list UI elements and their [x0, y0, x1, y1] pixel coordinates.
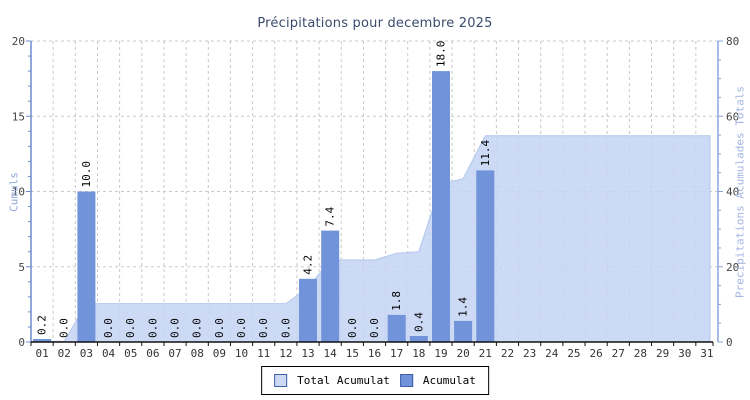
bar-value-label: 0.4: [412, 312, 425, 332]
bar-day-21: [476, 170, 495, 342]
bar-value-label: 0.0: [257, 318, 270, 338]
legend-label-total-acumulat: Total Acumulat: [297, 374, 390, 387]
bar-day-19: [432, 71, 450, 342]
area-total-acumulat: [33, 135, 710, 342]
bar-value-label: 0.0: [58, 318, 71, 338]
right-axis-tick-label: 20: [726, 261, 739, 274]
x-axis-day-label: 11: [257, 347, 270, 360]
x-axis-day-label: 31: [700, 347, 713, 360]
x-axis-day-label: 23: [523, 347, 536, 360]
left-axis-title: Cumuls: [7, 172, 21, 212]
legend: Total Acumulat Acumulat: [261, 366, 489, 395]
bar-value-label: 0.0: [368, 318, 381, 338]
bar-value-label: 0.2: [36, 315, 49, 335]
x-axis-day-label: 17: [390, 347, 403, 360]
x-axis-day-label: 19: [434, 347, 447, 360]
left-axis-tick-label: 15: [12, 110, 25, 123]
bar-value-label: 0.0: [279, 318, 292, 338]
x-axis-day-label: 07: [168, 347, 181, 360]
bar-value-label: 0.0: [213, 318, 226, 338]
x-axis-day-label: 29: [656, 347, 669, 360]
x-axis-day-label: 01: [35, 347, 48, 360]
legend-swatch-acumulat: [399, 374, 413, 387]
bar-day-17: [387, 314, 406, 342]
left-axis-tick-label: 0: [18, 336, 25, 349]
bar-value-label: 0.0: [124, 318, 137, 338]
bar-value-label: 0.0: [191, 318, 204, 338]
right-axis-tick-label: 40: [726, 186, 739, 199]
area-edge: [32, 135, 711, 342]
x-axis-day-label: 26: [589, 347, 602, 360]
bar-value-label: 7.4: [324, 206, 337, 226]
bar-value-label: 10.0: [80, 161, 93, 188]
x-axis-day-label: 03: [80, 347, 93, 360]
right-axis-tick-label: 80: [726, 35, 739, 48]
legend-swatch-total-acumulat: [274, 374, 288, 387]
x-axis-day-label: 16: [368, 347, 381, 360]
bar-value-label: 0.0: [146, 318, 159, 338]
bar-value-label: 1.8: [390, 291, 403, 311]
bar-day-14: [321, 230, 340, 342]
right-axis-tick-label: 0: [726, 336, 733, 349]
x-axis-day-label: 14: [324, 347, 338, 360]
bar-value-label: 0.0: [346, 318, 359, 338]
x-axis-day-label: 08: [191, 347, 204, 360]
x-axis-day-label: 02: [58, 347, 71, 360]
bar-value-label: 4.2: [302, 255, 315, 275]
x-axis-day-label: 28: [634, 347, 647, 360]
x-axis-day-label: 06: [146, 347, 159, 360]
bar-value-label: 0.0: [235, 318, 248, 338]
bar-day-03: [77, 191, 96, 342]
x-axis-day-label: 27: [612, 347, 625, 360]
x-axis-day-label: 30: [678, 347, 691, 360]
x-axis-day-label: 22: [501, 347, 514, 360]
bar-value-label: 0.0: [102, 318, 115, 338]
x-axis-day-label: 05: [124, 347, 137, 360]
bar-day-20: [454, 320, 473, 342]
bar-day-01: [33, 339, 52, 342]
right-axis-tick-label: 60: [726, 110, 739, 123]
x-axis-day-label: 15: [346, 347, 359, 360]
bar-value-label: 18.0: [435, 41, 448, 68]
x-axis-day-label: 18: [412, 347, 425, 360]
legend-label-acumulat: Acumulat: [422, 374, 476, 387]
chart-title: Précipitations pour decembre 2025: [257, 16, 493, 31]
x-axis-day-label: 13: [301, 347, 314, 360]
left-axis-tick-label: 10: [12, 186, 25, 199]
x-axis-day-label: 09: [213, 347, 226, 360]
left-axis-tick-label: 5: [18, 261, 25, 274]
x-axis-day-label: 25: [567, 347, 580, 360]
bar-value-label: 0.0: [169, 318, 182, 338]
bar-day-18: [409, 336, 428, 342]
x-axis-day-label: 10: [235, 347, 248, 360]
x-axis-day-label: 24: [545, 347, 559, 360]
x-axis-day-label: 04: [102, 347, 116, 360]
x-axis-day-label: 21: [479, 347, 492, 360]
bar-value-label: 11.4: [479, 140, 492, 167]
x-axis-day-label: 12: [279, 347, 292, 360]
left-axis-tick-label: 20: [12, 35, 25, 48]
right-axis-title: Precipitations Acumulades Totals: [733, 86, 747, 298]
bar-day-13: [299, 278, 317, 342]
bar-value-label: 1.4: [457, 297, 470, 317]
x-axis-day-label: 20: [457, 347, 470, 360]
